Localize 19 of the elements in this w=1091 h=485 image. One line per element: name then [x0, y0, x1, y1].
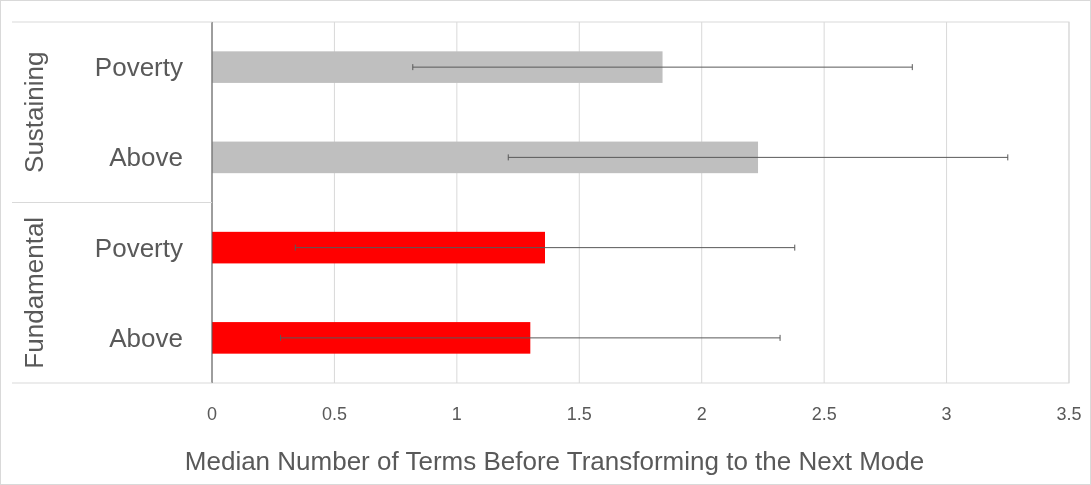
x-axis-title: Median Number of Terms Before Transforming to the Next Mode — [184, 446, 925, 476]
y-tick-label: Above — [109, 142, 183, 173]
y-tick-label: Above — [109, 322, 183, 353]
bar — [212, 322, 531, 354]
x-tick-label: 1.5 — [566, 404, 592, 424]
text: Sustaining — [19, 51, 49, 173]
x-tick-label: 3.5 — [1056, 404, 1082, 424]
x-tick-label: 1 — [451, 404, 462, 424]
y-tick-label: Poverty — [94, 52, 183, 83]
bar — [212, 51, 663, 83]
x-tick-label: 0.5 — [321, 404, 347, 424]
text: Fundamental — [19, 216, 49, 369]
x-tick-label: 2 — [696, 404, 707, 424]
x-tick-label: 2.5 — [811, 404, 837, 424]
x-tick-label: 3 — [941, 404, 952, 424]
x-tick-label: 0 — [206, 404, 218, 424]
bar — [212, 231, 546, 264]
y-tick-label: Poverty — [94, 232, 183, 263]
bar — [212, 141, 759, 174]
